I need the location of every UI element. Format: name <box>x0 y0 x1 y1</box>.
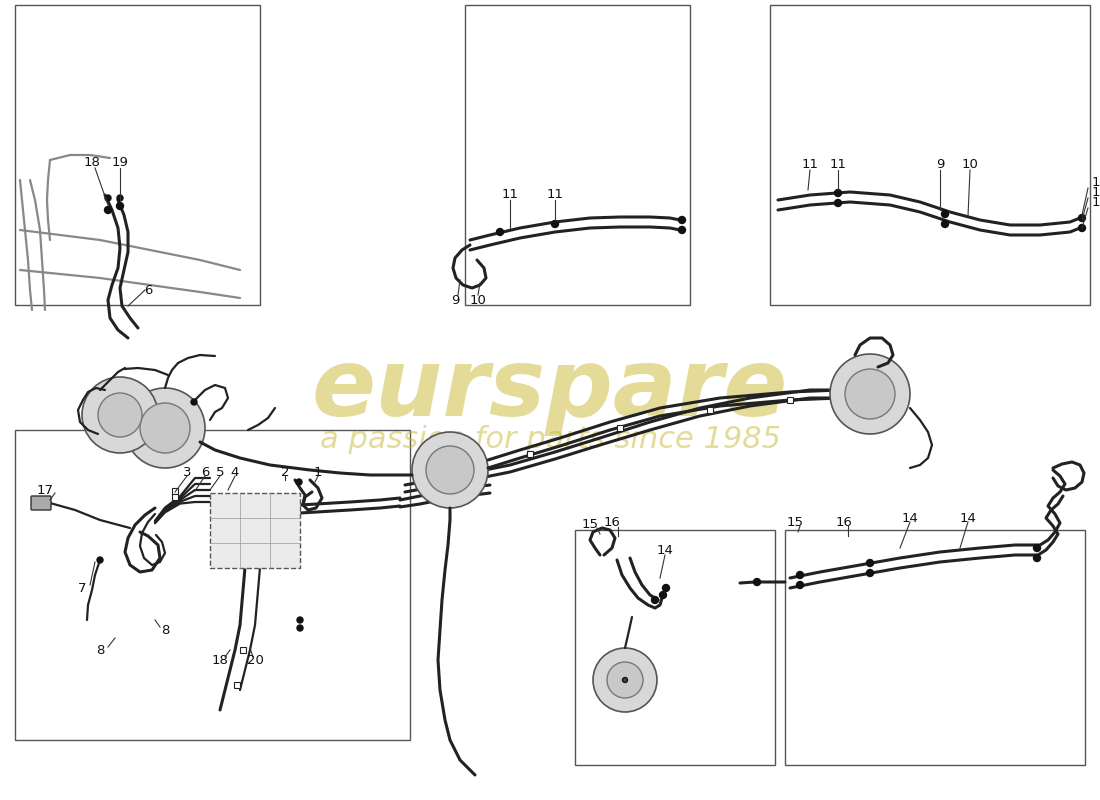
Circle shape <box>867 570 873 577</box>
Circle shape <box>412 432 488 508</box>
Circle shape <box>679 226 685 234</box>
Circle shape <box>593 648 657 712</box>
Text: 16: 16 <box>836 515 852 529</box>
Text: 12: 12 <box>1092 197 1100 210</box>
Text: 13: 13 <box>1092 186 1100 199</box>
Text: 2: 2 <box>280 466 289 478</box>
Circle shape <box>1078 225 1086 231</box>
Text: 20: 20 <box>246 654 263 666</box>
Text: 11: 11 <box>502 189 518 202</box>
Text: 8: 8 <box>96 643 104 657</box>
Bar <box>15 5 260 305</box>
Bar <box>15 430 410 740</box>
Text: 12: 12 <box>1092 177 1100 190</box>
Text: 9: 9 <box>451 294 459 306</box>
Text: 9: 9 <box>936 158 944 171</box>
Circle shape <box>1078 214 1086 222</box>
Text: 15: 15 <box>786 515 803 529</box>
Circle shape <box>845 369 895 419</box>
Text: 19: 19 <box>111 155 129 169</box>
FancyBboxPatch shape <box>31 496 51 510</box>
Circle shape <box>297 617 302 623</box>
Text: 15: 15 <box>582 518 598 530</box>
Text: 11: 11 <box>547 189 563 202</box>
Text: 5: 5 <box>216 466 224 478</box>
Bar <box>617 425 623 431</box>
Circle shape <box>426 446 474 494</box>
Bar <box>234 682 240 688</box>
Circle shape <box>98 393 142 437</box>
Circle shape <box>942 221 948 227</box>
Bar <box>707 407 713 413</box>
Circle shape <box>867 559 873 566</box>
Circle shape <box>796 571 803 578</box>
Bar <box>575 530 776 765</box>
Circle shape <box>82 377 158 453</box>
Circle shape <box>125 388 205 468</box>
Text: 18: 18 <box>84 155 100 169</box>
Circle shape <box>662 585 670 591</box>
Circle shape <box>942 210 948 218</box>
Text: 11: 11 <box>829 158 847 171</box>
Circle shape <box>754 578 760 586</box>
Bar <box>465 5 690 305</box>
Bar <box>240 647 246 653</box>
Circle shape <box>104 206 111 214</box>
Circle shape <box>835 199 842 206</box>
Bar <box>172 488 178 494</box>
Circle shape <box>651 597 659 603</box>
Bar <box>785 530 1085 765</box>
Circle shape <box>496 229 504 235</box>
Text: 1: 1 <box>314 466 322 478</box>
Circle shape <box>835 190 842 197</box>
Circle shape <box>104 195 111 201</box>
Circle shape <box>830 354 910 434</box>
Circle shape <box>191 399 197 405</box>
Text: 14: 14 <box>959 511 977 525</box>
Circle shape <box>97 557 103 563</box>
Circle shape <box>1034 545 1041 551</box>
Text: 6: 6 <box>201 466 209 478</box>
Circle shape <box>117 202 123 210</box>
Circle shape <box>607 662 644 698</box>
Text: 16: 16 <box>604 517 620 530</box>
Text: 4: 4 <box>231 466 239 478</box>
Circle shape <box>551 221 559 227</box>
Circle shape <box>796 582 803 589</box>
Circle shape <box>623 678 627 682</box>
Circle shape <box>679 217 685 223</box>
Bar <box>527 451 534 457</box>
Circle shape <box>296 479 303 485</box>
Circle shape <box>297 625 302 631</box>
Bar <box>172 494 178 500</box>
Text: eurspare: eurspare <box>311 344 789 436</box>
Circle shape <box>117 195 123 201</box>
Text: 17: 17 <box>36 483 54 497</box>
Text: 7: 7 <box>78 582 86 594</box>
Text: 8: 8 <box>161 623 169 637</box>
Bar <box>786 397 793 403</box>
Text: 6: 6 <box>144 283 152 297</box>
Circle shape <box>140 403 190 453</box>
Text: 18: 18 <box>211 654 229 666</box>
Text: 3: 3 <box>183 466 191 478</box>
Bar <box>210 493 300 567</box>
Text: 14: 14 <box>902 511 918 525</box>
Text: 11: 11 <box>802 158 818 171</box>
Circle shape <box>1034 554 1041 562</box>
Text: 14: 14 <box>657 543 673 557</box>
Bar <box>770 5 1090 305</box>
Text: 10: 10 <box>961 158 978 171</box>
Text: 10: 10 <box>470 294 486 306</box>
Circle shape <box>660 591 667 598</box>
Text: a passion for parts since 1985: a passion for parts since 1985 <box>319 426 781 454</box>
